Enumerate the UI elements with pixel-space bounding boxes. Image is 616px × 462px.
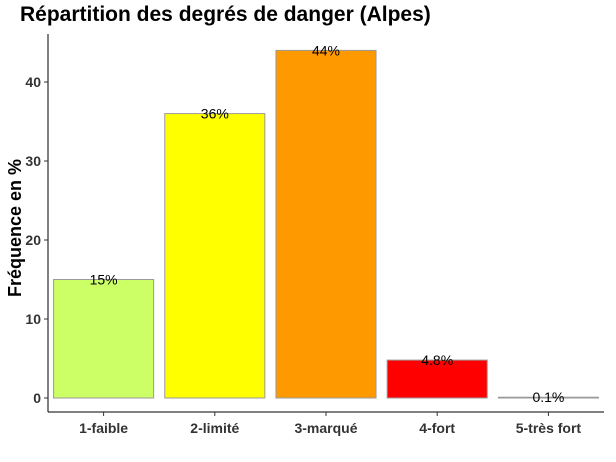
- y-tick-label-0: 0: [33, 390, 41, 406]
- bars-group: [53, 49, 599, 399]
- data-label-2-limité: 36%: [201, 106, 229, 122]
- y-axis-title: Fréquence en %: [5, 159, 25, 297]
- x-tick-label-4-fort: 4-fort: [419, 420, 455, 436]
- y-tick-label-10: 10: [25, 311, 41, 327]
- data-label-5-très fort: 0.1%: [532, 389, 564, 405]
- bar-3-marqué: [275, 49, 377, 399]
- chart-title: Répartition des degrés de danger (Alpes): [20, 3, 431, 26]
- x-tick-label-3-marqué: 3-marqué: [294, 420, 357, 436]
- data-labels-group: 15% 36% 44% 4.8% 0.1%: [90, 42, 565, 405]
- bar-4-fort: [386, 359, 488, 399]
- y-tick-label-30: 30: [25, 153, 41, 169]
- y-tick-label-40: 40: [25, 74, 41, 90]
- y-axis-ticks: 0 10 20 30 40: [25, 74, 48, 406]
- x-tick-label-5-très fort: 5-très fort: [516, 420, 582, 436]
- data-label-4-fort: 4.8%: [421, 352, 453, 368]
- x-tick-label-2-limité: 2-limité: [190, 420, 239, 436]
- bar-5-très fort: [497, 396, 599, 399]
- bar-2-limité: [164, 113, 266, 399]
- x-axis-ticks: 1-faible 2-limité 3-marqué 4-fort 5-très for…: [79, 412, 581, 436]
- y-tick-label-20: 20: [25, 232, 41, 248]
- data-label-1-faible: 15%: [90, 272, 118, 288]
- data-label-3-marqué: 44%: [312, 42, 340, 58]
- x-tick-label-1-faible: 1-faible: [79, 420, 128, 436]
- bar-1-faible: [53, 279, 155, 399]
